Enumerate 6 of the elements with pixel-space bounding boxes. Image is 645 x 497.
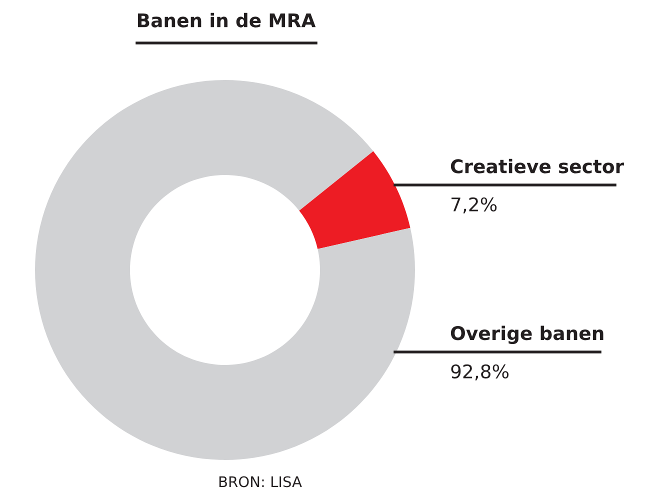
slice-label: Creatieve sector xyxy=(450,158,624,174)
slice-label: Overige banen xyxy=(450,326,604,344)
chart-title: Banen in de MRA xyxy=(138,12,316,28)
text: BRON: LISA xyxy=(219,476,302,488)
data-label: 92,8% xyxy=(451,364,509,380)
data-label: 7,2% xyxy=(452,197,497,214)
